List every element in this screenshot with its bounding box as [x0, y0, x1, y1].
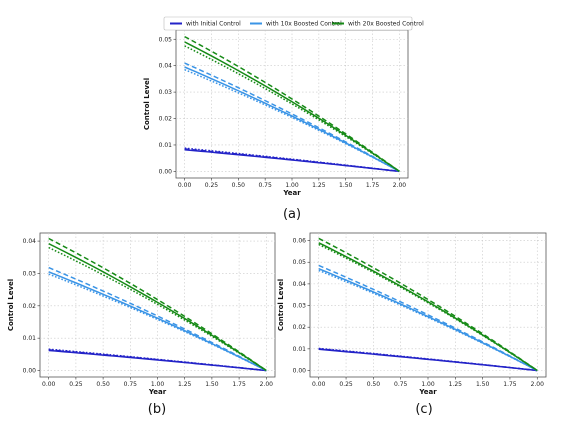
y-tick-label: 0.00: [159, 168, 173, 175]
y-tick-label: 0.05: [159, 36, 173, 43]
series-line: [48, 348, 267, 372]
series-line: [48, 349, 267, 372]
x-axis-label: Year: [148, 388, 167, 396]
y-tick-label: 0.01: [293, 346, 307, 353]
series-line: [318, 237, 538, 372]
chart-panel: 0.00 0.25 0.50 0.75 1.00 1.25 1.50 1.75 2.00 0.00…: [7, 232, 276, 417]
x-tick-label: 0.75: [124, 381, 138, 388]
series-line: [318, 243, 538, 372]
series-line: [184, 41, 400, 173]
y-tick-label: 0.01: [159, 142, 173, 149]
x-tick-label: 0.50: [232, 182, 246, 189]
x-tick-label: 0.75: [258, 182, 272, 189]
series-line: [318, 264, 538, 372]
x-axis-label: Year: [418, 388, 437, 396]
x-tick-label: 1.25: [178, 381, 192, 388]
y-tick-label: 0.04: [159, 63, 173, 70]
y-tick-label: 0.02: [293, 324, 307, 331]
legend-label: with 10x Boosted Control: [266, 21, 342, 28]
series-line: [48, 243, 267, 372]
y-tick-label: 0.00: [293, 368, 307, 375]
panel-caption: (b): [148, 402, 166, 417]
y-tick-label: 0.03: [159, 89, 173, 96]
x-tick-label: 0.50: [96, 381, 110, 388]
panel-caption: (c): [415, 402, 432, 417]
x-tick-label: 1.50: [339, 182, 353, 189]
legend-box: [163, 16, 413, 31]
x-tick-label: 0.25: [205, 182, 219, 189]
series-line: [318, 348, 538, 372]
y-axis-label: Control Level: [277, 279, 285, 331]
x-tick-label: 0.00: [42, 381, 56, 388]
x-tick-label: 0.00: [312, 381, 326, 388]
series-line: [184, 148, 400, 173]
x-tick-label: 1.25: [312, 182, 326, 189]
y-axis-label: Control Level: [143, 78, 151, 130]
x-tick-label: 1.00: [285, 182, 299, 189]
x-tick-label: 1.75: [366, 182, 380, 189]
x-axis-label: Year: [282, 189, 301, 197]
y-axis-label: Control Level: [7, 279, 15, 331]
x-tick-label: 1.00: [151, 381, 165, 388]
series-line: [48, 273, 267, 372]
series-line: [184, 68, 400, 173]
chart-panel: 0.00 0.25 0.50 0.75 1.00 1.25 1.50 1.75 2.00 0.00…: [143, 16, 424, 222]
y-tick-label: 0.02: [159, 116, 173, 123]
x-tick-label: 1.75: [503, 381, 517, 388]
y-tick-label: 0.00: [23, 368, 37, 375]
x-tick-label: 2.00: [393, 182, 407, 189]
x-tick-label: 0.25: [339, 381, 353, 388]
y-tick-label: 0.06: [293, 238, 307, 245]
x-tick-label: 2.00: [260, 381, 274, 388]
x-tick-label: 1.50: [476, 381, 490, 388]
y-tick-label: 0.02: [23, 303, 37, 310]
x-tick-label: 2.00: [531, 381, 545, 388]
panel-caption: (a): [283, 207, 301, 222]
x-tick-label: 1.00: [421, 381, 435, 388]
x-tick-label: 1.25: [449, 381, 463, 388]
x-tick-label: 1.50: [205, 381, 219, 388]
y-tick-label: 0.05: [293, 259, 307, 266]
y-tick-label: 0.04: [23, 238, 37, 245]
x-tick-label: 0.25: [69, 381, 83, 388]
y-tick-label: 0.03: [23, 270, 37, 277]
y-tick-label: 0.01: [23, 335, 37, 342]
series-line: [48, 237, 267, 372]
x-tick-label: 1.75: [232, 381, 246, 388]
legend-label: with 20x Boosted Control: [348, 21, 424, 28]
x-tick-label: 0.75: [394, 381, 408, 388]
series-line: [48, 246, 267, 372]
chart-panel: 0.00 0.25 0.50 0.75 1.00 1.25 1.50 1.75 2.00 0.00…: [277, 232, 547, 417]
y-tick-label: 0.04: [293, 281, 307, 288]
series-line: [184, 35, 400, 172]
x-tick-label: 0.50: [367, 381, 381, 388]
series-line: [318, 347, 538, 372]
x-tick-label: 0.00: [178, 182, 192, 189]
legend-label: with Initial Control: [186, 21, 241, 28]
y-tick-label: 0.03: [293, 303, 307, 310]
